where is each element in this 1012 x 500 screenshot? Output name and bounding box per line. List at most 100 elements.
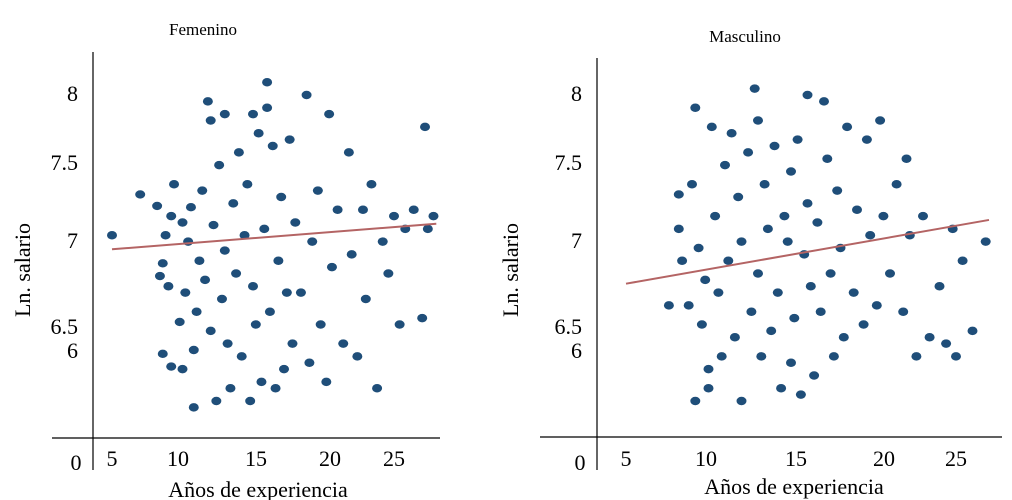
scatter-points — [107, 78, 439, 412]
data-point — [338, 339, 349, 348]
data-point — [177, 218, 188, 227]
data-point — [815, 307, 826, 316]
data-point — [713, 288, 724, 297]
data-point — [901, 154, 912, 163]
data-point — [673, 224, 684, 234]
data-point — [852, 205, 862, 214]
x-tick-label: 25 — [383, 446, 405, 471]
data-point — [225, 384, 236, 393]
data-point — [383, 269, 394, 278]
data-point — [726, 129, 737, 138]
data-point — [315, 320, 326, 329]
data-point — [248, 282, 258, 291]
data-point — [284, 135, 295, 144]
data-point — [321, 377, 332, 387]
data-point — [789, 313, 800, 323]
data-point — [878, 211, 889, 221]
data-point — [819, 97, 829, 106]
y-tick-label: 6.5 — [51, 314, 79, 339]
data-point — [782, 237, 793, 246]
data-point — [809, 371, 820, 380]
data-point — [188, 403, 199, 412]
data-point — [166, 362, 177, 371]
data-point — [304, 358, 315, 367]
data-point — [772, 288, 783, 297]
y-tick-labels: 6 6.5 7 7.5 8 — [555, 81, 583, 363]
data-point — [245, 396, 256, 406]
data-point — [366, 180, 377, 189]
data-point — [766, 326, 777, 336]
trend-line — [111, 222, 437, 251]
data-point — [250, 320, 261, 329]
data-point — [219, 109, 230, 119]
data-point — [812, 218, 823, 227]
data-point — [290, 218, 301, 227]
x-tick-labels: 5 10 15 20 25 — [621, 446, 968, 471]
data-point — [273, 256, 284, 265]
data-point — [980, 237, 991, 246]
data-point — [166, 211, 177, 221]
x-tick-label: 20 — [873, 446, 895, 471]
data-point — [663, 301, 674, 310]
data-point — [372, 384, 383, 393]
data-point — [185, 203, 196, 212]
data-point — [267, 141, 278, 151]
data-point — [677, 256, 688, 265]
data-point — [690, 396, 701, 406]
data-point — [420, 122, 431, 132]
data-point — [157, 259, 168, 268]
y-tick-label: 7.5 — [51, 150, 79, 175]
data-point — [211, 396, 222, 406]
data-point — [262, 103, 273, 112]
data-point — [228, 199, 239, 208]
data-point — [394, 320, 405, 329]
data-point — [281, 288, 292, 297]
data-point — [967, 326, 978, 336]
data-point — [197, 186, 208, 195]
data-point — [924, 333, 935, 342]
panel-masculino: Masculino 0 5 10 15 20 25 6 6.5 7 7.5 8 … — [498, 27, 1002, 499]
data-point — [838, 333, 849, 342]
data-point — [673, 190, 684, 199]
data-point — [256, 377, 267, 387]
x-axis-title: Años de experiencia — [168, 477, 348, 500]
data-point — [428, 211, 439, 221]
data-point — [264, 307, 275, 316]
y-tick-label: 8 — [67, 81, 78, 106]
data-point — [690, 103, 701, 112]
data-point — [276, 192, 287, 202]
data-point — [858, 320, 869, 329]
origin-label: 0 — [71, 450, 82, 475]
data-point — [312, 186, 323, 195]
data-point — [389, 211, 399, 221]
data-point — [287, 339, 298, 348]
data-point — [729, 333, 740, 342]
data-point — [180, 288, 191, 297]
data-point — [723, 256, 734, 265]
data-point — [214, 160, 225, 170]
data-point — [875, 116, 886, 125]
data-point — [253, 129, 264, 138]
trend-line — [625, 218, 990, 285]
data-point — [222, 339, 233, 348]
x-tick-label: 20 — [319, 446, 341, 471]
data-point — [746, 307, 757, 316]
panel-femenino: Femenino 0 5 10 15 20 25 6 6.5 7 7.5 8 A… — [10, 20, 440, 500]
data-point — [417, 313, 428, 323]
data-point — [326, 262, 337, 272]
data-point — [160, 231, 171, 240]
y-tick-label: 6 — [67, 338, 78, 363]
data-point — [716, 352, 727, 361]
data-point — [279, 364, 290, 374]
data-point — [762, 224, 773, 234]
data-point — [239, 231, 250, 240]
data-point — [779, 211, 790, 221]
data-point — [357, 205, 368, 214]
panel-title: Masculino — [709, 27, 781, 46]
data-point — [861, 135, 872, 144]
data-point — [951, 352, 961, 361]
data-point — [957, 256, 968, 265]
scatter-points — [625, 84, 991, 406]
data-point — [710, 211, 721, 221]
